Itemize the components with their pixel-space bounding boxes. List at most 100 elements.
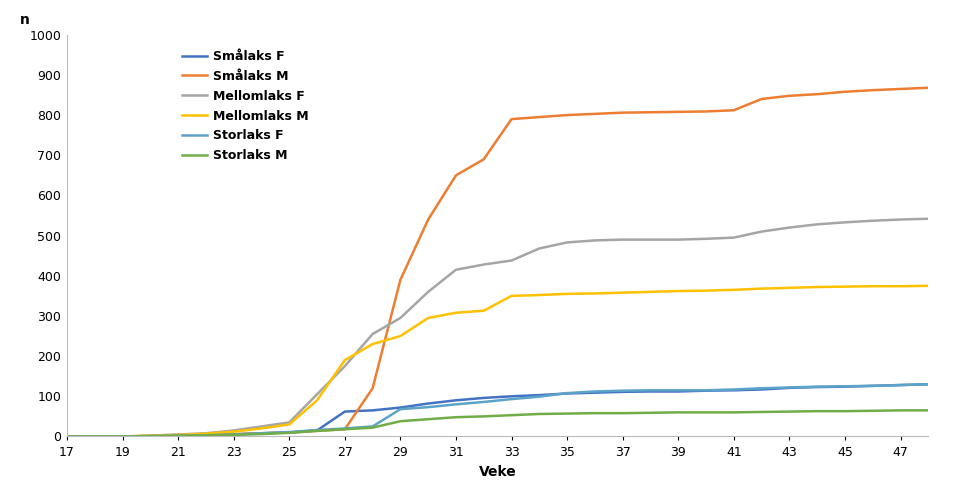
Mellomlaks F [478,261,489,267]
Mellomlaks F [117,434,128,439]
Mellomlaks M [617,290,629,296]
Storlaks M [673,409,684,415]
Smålaks F [867,383,879,389]
Storlaks F [394,406,406,412]
Mellomlaks F [812,221,823,227]
Line: Mellomlaks M: Mellomlaks M [67,286,928,436]
Mellomlaks M [728,287,740,293]
Smålaks F [450,397,461,403]
Mellomlaks F [283,420,295,426]
Mellomlaks M [756,286,768,292]
Storlaks F [311,427,323,433]
Storlaks F [839,383,851,389]
Smålaks M [478,156,489,162]
Mellomlaks F [228,428,239,434]
Mellomlaks M [867,283,879,289]
Mellomlaks M [590,291,601,297]
Storlaks F [590,388,601,394]
Smålaks F [701,388,712,394]
Mellomlaks F [617,237,629,243]
Mellomlaks M [394,333,406,339]
Smålaks M [61,434,73,439]
Smålaks F [784,385,795,391]
Smålaks M [728,107,740,113]
Smålaks M [256,431,267,436]
Smålaks F [394,405,406,411]
Storlaks F [728,386,740,392]
Storlaks M [311,428,323,434]
Storlaks M [450,414,461,420]
Storlaks F [200,433,211,438]
Storlaks M [923,407,934,413]
Storlaks M [506,412,518,418]
Smålaks F [367,407,378,413]
Storlaks F [895,382,906,388]
Smålaks M [145,433,156,439]
Mellomlaks M [61,434,73,439]
Smålaks M [923,85,934,91]
Mellomlaks F [590,238,601,244]
Storlaks F [172,433,184,438]
Mellomlaks F [728,235,740,241]
Storlaks F [117,434,128,439]
Smålaks M [422,217,434,223]
Mellomlaks F [61,434,73,439]
Smålaks F [728,387,740,393]
Line: Storlaks M: Storlaks M [67,410,928,436]
Storlaks F [228,432,239,437]
Smålaks M [228,431,239,437]
Storlaks F [756,385,768,391]
Storlaks F [450,401,461,407]
Mellomlaks F [394,315,406,321]
Smålaks F [673,388,684,394]
Mellomlaks F [895,217,906,223]
Mellomlaks M [506,293,518,299]
Mellomlaks M [895,283,906,289]
Storlaks M [867,408,879,414]
Mellomlaks F [367,331,378,337]
Smålaks M [200,432,211,438]
Mellomlaks M [117,434,128,439]
Storlaks M [200,433,211,438]
Storlaks F [784,384,795,390]
Smålaks F [839,384,851,390]
Smålaks M [617,110,629,116]
Storlaks F [256,431,267,436]
Smålaks F [590,390,601,396]
Storlaks F [61,434,73,439]
Smålaks M [283,430,295,435]
Storlaks M [839,408,851,414]
Mellomlaks M [673,288,684,294]
Mellomlaks F [256,424,267,430]
Smålaks F [756,386,768,392]
Storlaks M [283,430,295,436]
Mellomlaks M [256,426,267,432]
Storlaks F [145,433,156,439]
Smålaks F [200,433,211,438]
Mellomlaks F [339,363,350,369]
Smålaks F [478,395,489,401]
Smålaks F [145,433,156,439]
Storlaks M [117,434,128,439]
Mellomlaks F [867,218,879,224]
Storlaks M [590,410,601,416]
Storlaks M [228,432,239,438]
Smålaks M [394,277,406,283]
Mellomlaks M [228,429,239,434]
Smålaks M [311,428,323,434]
Mellomlaks M [812,284,823,290]
Storlaks M [756,409,768,415]
Storlaks M [728,409,740,415]
Mellomlaks F [200,431,211,436]
Storlaks M [61,434,73,439]
Smålaks M [812,91,823,97]
Mellomlaks M [172,432,184,438]
Smålaks F [923,381,934,387]
Mellomlaks F [506,257,518,263]
Mellomlaks F [534,246,545,251]
Storlaks M [478,414,489,420]
Mellomlaks M [562,291,573,297]
Storlaks M [895,407,906,413]
Storlaks M [367,425,378,431]
Smålaks F [534,392,545,398]
